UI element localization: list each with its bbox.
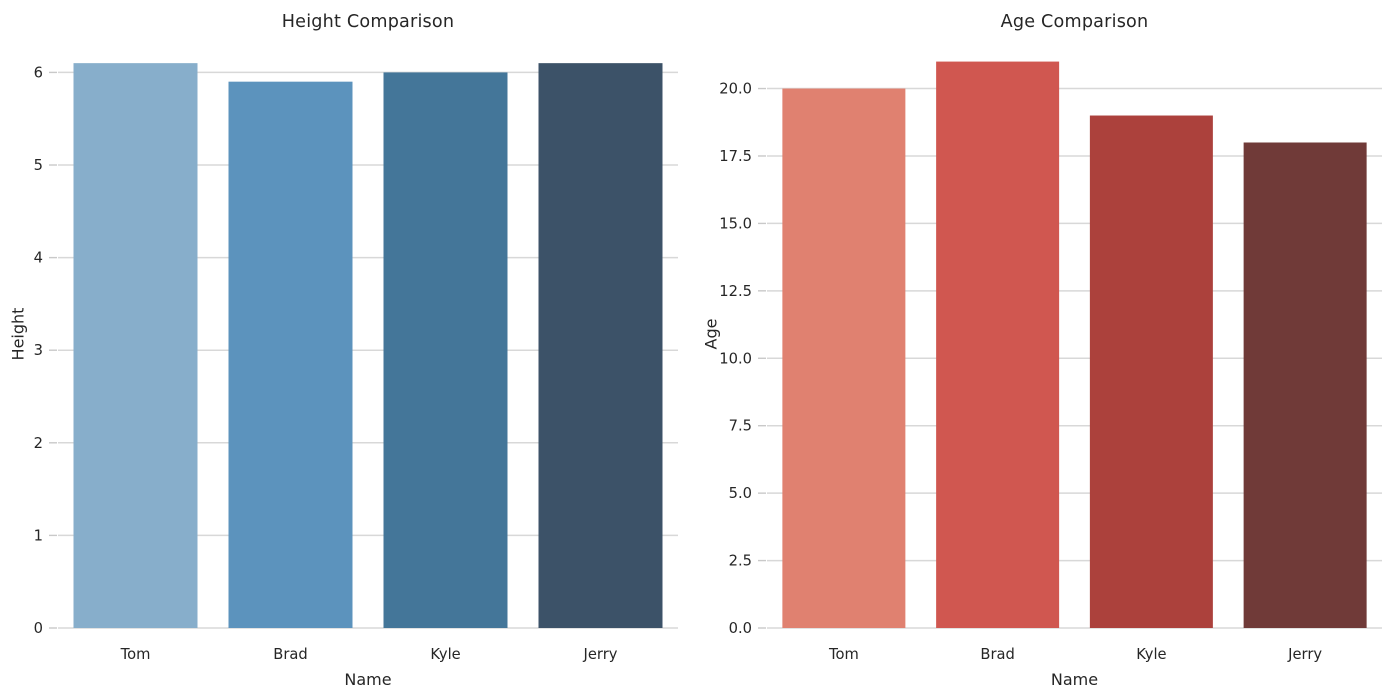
x-tick-label: Kyle bbox=[430, 646, 460, 663]
chart-title: Height Comparison bbox=[281, 12, 455, 32]
y-tick-label: 12.5 bbox=[719, 283, 752, 300]
x-tick-label: Brad bbox=[980, 646, 1014, 663]
y-tick-label: 0 bbox=[34, 620, 43, 637]
x-tick-label: Brad bbox=[273, 646, 307, 663]
y-tick-label: 20.0 bbox=[719, 81, 752, 98]
x-tick-label: Jerry bbox=[583, 646, 618, 663]
y-axis-label: Height bbox=[8, 307, 28, 361]
y-tick-label: 10.0 bbox=[719, 350, 752, 367]
chart-title: Age Comparison bbox=[1000, 12, 1149, 32]
y-tick-label: 2 bbox=[34, 435, 43, 452]
height-chart-plot: 0 1 2 3 4 5 6 Tom Brad Kyle Jerry bbox=[34, 63, 678, 663]
bar-height-tom bbox=[73, 63, 198, 629]
x-axis-label: Name bbox=[344, 670, 392, 689]
x-tick-label: Tom bbox=[828, 646, 859, 663]
x-tick-label: Kyle bbox=[1136, 646, 1166, 663]
bar-age-kyle bbox=[1089, 115, 1213, 628]
x-tick-label: Jerry bbox=[1287, 646, 1322, 663]
bar-height-jerry bbox=[538, 63, 663, 629]
x-axis-label: Name bbox=[1050, 670, 1099, 689]
y-tick-label: 7.5 bbox=[729, 418, 752, 435]
y-tick-label: 2.5 bbox=[729, 553, 752, 570]
y-tick-label: 15.0 bbox=[719, 215, 752, 232]
y-tick-label: 6 bbox=[34, 64, 43, 81]
y-tick-label: 0.0 bbox=[729, 620, 752, 637]
x-tick-label: Tom bbox=[120, 646, 151, 663]
bar-age-tom bbox=[782, 88, 906, 628]
age-comparison-chart: 0.0 2.5 5.0 7.5 10.0 12.5 15.0 17.5 20.0 Tom Brad K… bbox=[695, 0, 1389, 690]
y-tick-label: 4 bbox=[34, 250, 43, 267]
bar-height-kyle bbox=[383, 72, 508, 629]
y-tick-label: 3 bbox=[34, 342, 43, 359]
y-tick-label: 1 bbox=[34, 527, 43, 544]
bar-age-brad bbox=[936, 61, 1060, 628]
y-tick-label: 5.0 bbox=[729, 485, 752, 502]
y-tick-label: 17.5 bbox=[719, 148, 752, 165]
bar-height-brad bbox=[228, 81, 353, 628]
y-axis-label: Age bbox=[701, 318, 721, 350]
y-tick-label: 5 bbox=[34, 157, 43, 174]
age-chart-plot: 0.0 2.5 5.0 7.5 10.0 12.5 15.0 17.5 20.0 Tom Brad K… bbox=[719, 61, 1382, 663]
bar-age-jerry bbox=[1243, 142, 1367, 628]
height-comparison-chart: 0 1 2 3 4 5 6 Tom Brad Kyle Jerry Height Compariso… bbox=[0, 0, 694, 690]
